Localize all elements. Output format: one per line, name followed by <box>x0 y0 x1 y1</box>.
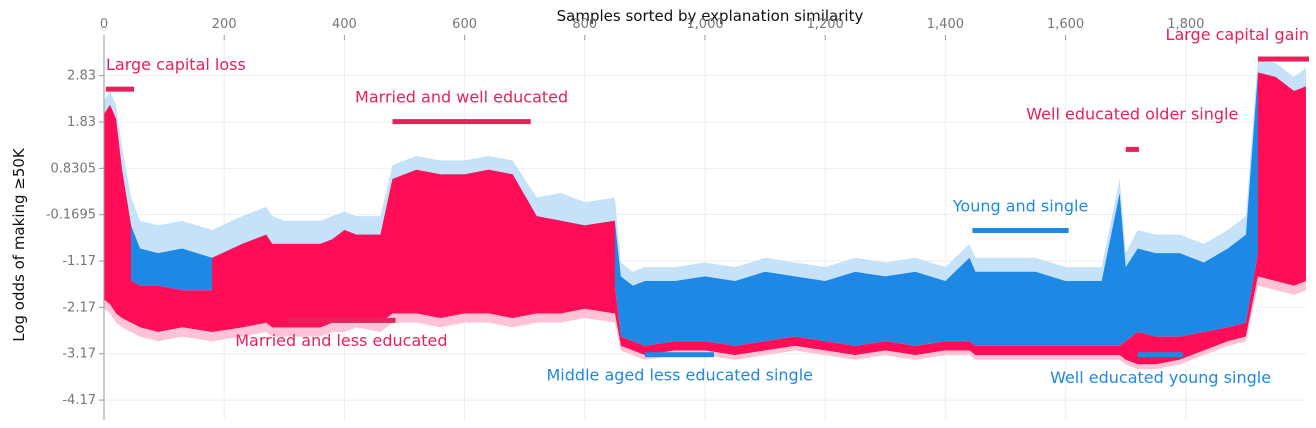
area-positive-cluster <box>104 104 132 323</box>
annotation-bar <box>287 317 396 323</box>
annotation-bar <box>105 86 135 92</box>
y-tick-label: 1.83 <box>67 115 96 130</box>
axes: 0 200 400 600 800 1,000 1,200 1,400 1,600 1,800 2.… <box>46 17 1204 420</box>
y-tick-label: 2.83 <box>67 69 96 84</box>
y-tick-label: 0.8305 <box>51 161 97 176</box>
annotation-bar <box>392 119 531 125</box>
y-tick-label: -0.1695 <box>46 208 96 223</box>
x-tick-label: 1,000 <box>686 17 723 32</box>
annotation-label: Married and well educated <box>355 88 568 107</box>
x-tick-label: 1,200 <box>807 17 844 32</box>
annotation-label: Large capital loss <box>106 55 246 74</box>
annotation-label: Well educated young single <box>1050 368 1271 387</box>
area-positive-cluster <box>212 169 615 332</box>
x-tick-label: 800 <box>572 17 597 32</box>
y-tick-label: -2.17 <box>62 300 96 315</box>
x-tick-label: 0 <box>100 17 108 32</box>
y-axis-label: Log odds of making ≥50K <box>10 147 28 342</box>
annotation-bar <box>1125 146 1139 152</box>
x-tick-label: 1,400 <box>927 17 964 32</box>
y-tick-label: -3.17 <box>62 347 96 362</box>
annotation-label: Young and single <box>952 196 1089 215</box>
annotation-label: Large capital gain <box>1166 25 1309 44</box>
chart-title: Samples sorted by explanation similarity <box>557 7 864 25</box>
y-tick-label: -1.17 <box>62 254 96 269</box>
x-tick-label: 1,800 <box>1167 17 1204 32</box>
y-tick-label: -4.17 <box>62 393 96 408</box>
x-tick-label: 200 <box>212 17 237 32</box>
x-tick-label: 1,600 <box>1047 17 1084 32</box>
annotation-bar <box>1257 56 1310 62</box>
annotation-label: Well educated older single <box>1026 105 1238 124</box>
annotation-bar <box>1137 352 1183 358</box>
annotation-label: Married and less educated <box>235 331 447 350</box>
x-tick-label: 600 <box>452 17 477 32</box>
annotation-label: Middle aged less educated single <box>547 366 814 385</box>
annotations: Large capital loss Married and well educa… <box>105 25 1310 387</box>
area-positive-cluster <box>1257 72 1306 286</box>
x-tick-label: 400 <box>332 17 357 32</box>
annotation-bar <box>644 352 715 358</box>
annotation-bar <box>972 228 1069 233</box>
